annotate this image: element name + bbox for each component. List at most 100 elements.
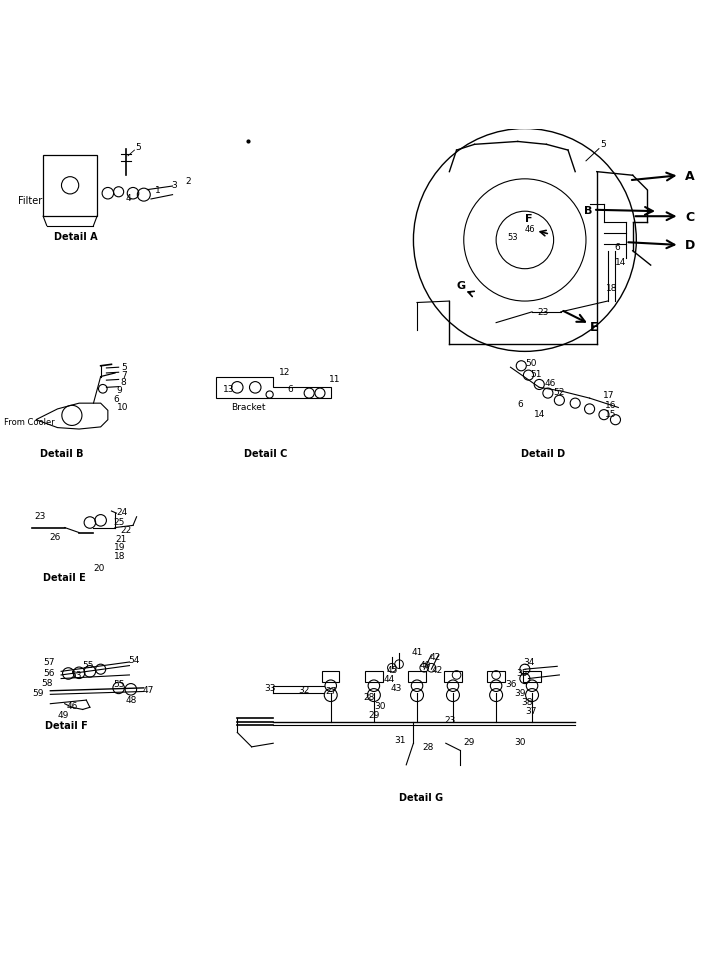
Text: 30: 30 <box>514 737 526 745</box>
Text: 17: 17 <box>603 391 614 400</box>
Text: 32: 32 <box>298 685 310 694</box>
Text: 16: 16 <box>605 401 617 409</box>
Text: 13: 13 <box>223 385 234 394</box>
Bar <box>408 671 426 682</box>
Text: 24: 24 <box>116 508 128 517</box>
Text: 36: 36 <box>505 679 517 689</box>
Text: 40: 40 <box>419 660 431 669</box>
Text: 2: 2 <box>186 177 191 186</box>
Text: 39: 39 <box>514 689 526 698</box>
Bar <box>444 671 462 682</box>
Text: 51: 51 <box>531 370 542 379</box>
Text: B: B <box>584 205 592 216</box>
Text: 25: 25 <box>114 517 125 526</box>
Text: 43: 43 <box>390 684 402 693</box>
Text: 19: 19 <box>114 543 125 552</box>
Text: 37: 37 <box>525 706 536 716</box>
Text: Detail F: Detail F <box>45 720 87 731</box>
Text: 48: 48 <box>126 696 137 704</box>
Text: 28: 28 <box>423 743 434 751</box>
Text: 53: 53 <box>70 671 82 680</box>
Text: 29: 29 <box>369 710 380 719</box>
Text: 41: 41 <box>411 648 423 657</box>
Text: C: C <box>685 210 695 224</box>
Text: 22: 22 <box>121 526 132 534</box>
Text: 52: 52 <box>554 388 565 397</box>
Text: 50: 50 <box>525 359 536 368</box>
Text: 6: 6 <box>114 395 119 404</box>
Bar <box>523 671 541 682</box>
Text: Detail B: Detail B <box>40 449 83 459</box>
Text: 23: 23 <box>444 715 456 724</box>
Text: 27: 27 <box>325 687 336 696</box>
Text: Detail D: Detail D <box>521 449 565 459</box>
Text: Detail G: Detail G <box>399 792 443 802</box>
Text: 42: 42 <box>430 653 441 661</box>
Text: 10: 10 <box>116 403 128 412</box>
Text: 6: 6 <box>615 243 620 252</box>
Text: 7: 7 <box>121 370 127 379</box>
Text: 5: 5 <box>600 141 606 149</box>
Text: 5: 5 <box>121 362 127 371</box>
Text: E: E <box>590 320 598 333</box>
Text: 31: 31 <box>394 736 406 744</box>
Text: F: F <box>525 213 532 224</box>
Bar <box>487 671 505 682</box>
Text: 53: 53 <box>507 233 518 242</box>
Text: Detail C: Detail C <box>244 449 288 459</box>
Text: 56: 56 <box>43 668 55 677</box>
Text: 14: 14 <box>615 257 626 267</box>
Text: 44: 44 <box>384 674 395 683</box>
Text: 11: 11 <box>329 375 341 384</box>
Text: 6: 6 <box>288 385 293 394</box>
Text: 46: 46 <box>545 378 557 388</box>
Text: A: A <box>685 170 695 183</box>
Text: 29: 29 <box>464 737 475 745</box>
Text: 26: 26 <box>49 532 60 542</box>
Text: 34: 34 <box>523 658 535 667</box>
Text: 55: 55 <box>83 660 94 669</box>
Text: 57: 57 <box>43 658 55 667</box>
Text: 45: 45 <box>387 665 398 674</box>
Text: From Cooler: From Cooler <box>4 418 55 427</box>
Text: 30: 30 <box>374 701 385 710</box>
Text: 9: 9 <box>116 386 122 395</box>
Bar <box>322 671 339 682</box>
Text: 47: 47 <box>142 685 154 694</box>
Text: 15: 15 <box>605 410 617 419</box>
Text: 12: 12 <box>279 367 290 377</box>
Text: 23: 23 <box>538 308 549 317</box>
Text: 23: 23 <box>35 511 46 521</box>
Text: 35: 35 <box>516 668 528 677</box>
Text: 33: 33 <box>265 684 276 693</box>
Text: 42: 42 <box>431 665 443 674</box>
Text: 20: 20 <box>93 563 105 572</box>
Text: 46: 46 <box>525 225 536 234</box>
Text: Detail E: Detail E <box>43 573 86 582</box>
Text: 49: 49 <box>58 710 69 719</box>
Text: 55: 55 <box>114 679 125 689</box>
Text: Bracket: Bracket <box>232 403 266 412</box>
Text: D: D <box>685 239 695 252</box>
Text: 54: 54 <box>128 655 139 664</box>
Text: 28: 28 <box>363 693 375 701</box>
Text: 59: 59 <box>32 688 44 697</box>
Text: G: G <box>457 280 466 291</box>
Text: 18: 18 <box>114 552 125 561</box>
Text: Detail A: Detail A <box>54 232 98 241</box>
Text: 21: 21 <box>115 534 127 543</box>
Text: 46: 46 <box>67 701 78 710</box>
Text: 3: 3 <box>171 182 177 191</box>
Text: 8: 8 <box>121 378 127 387</box>
Text: 38: 38 <box>521 698 533 706</box>
Text: 6: 6 <box>518 400 523 408</box>
Bar <box>365 671 383 682</box>
Text: 5: 5 <box>135 143 141 151</box>
Text: 18: 18 <box>606 283 618 292</box>
Text: Filter: Filter <box>18 196 42 206</box>
Bar <box>43 156 97 217</box>
Text: 1: 1 <box>155 186 160 194</box>
Text: 4: 4 <box>126 194 132 203</box>
Text: 14: 14 <box>533 410 545 419</box>
Text: 58: 58 <box>42 678 53 687</box>
